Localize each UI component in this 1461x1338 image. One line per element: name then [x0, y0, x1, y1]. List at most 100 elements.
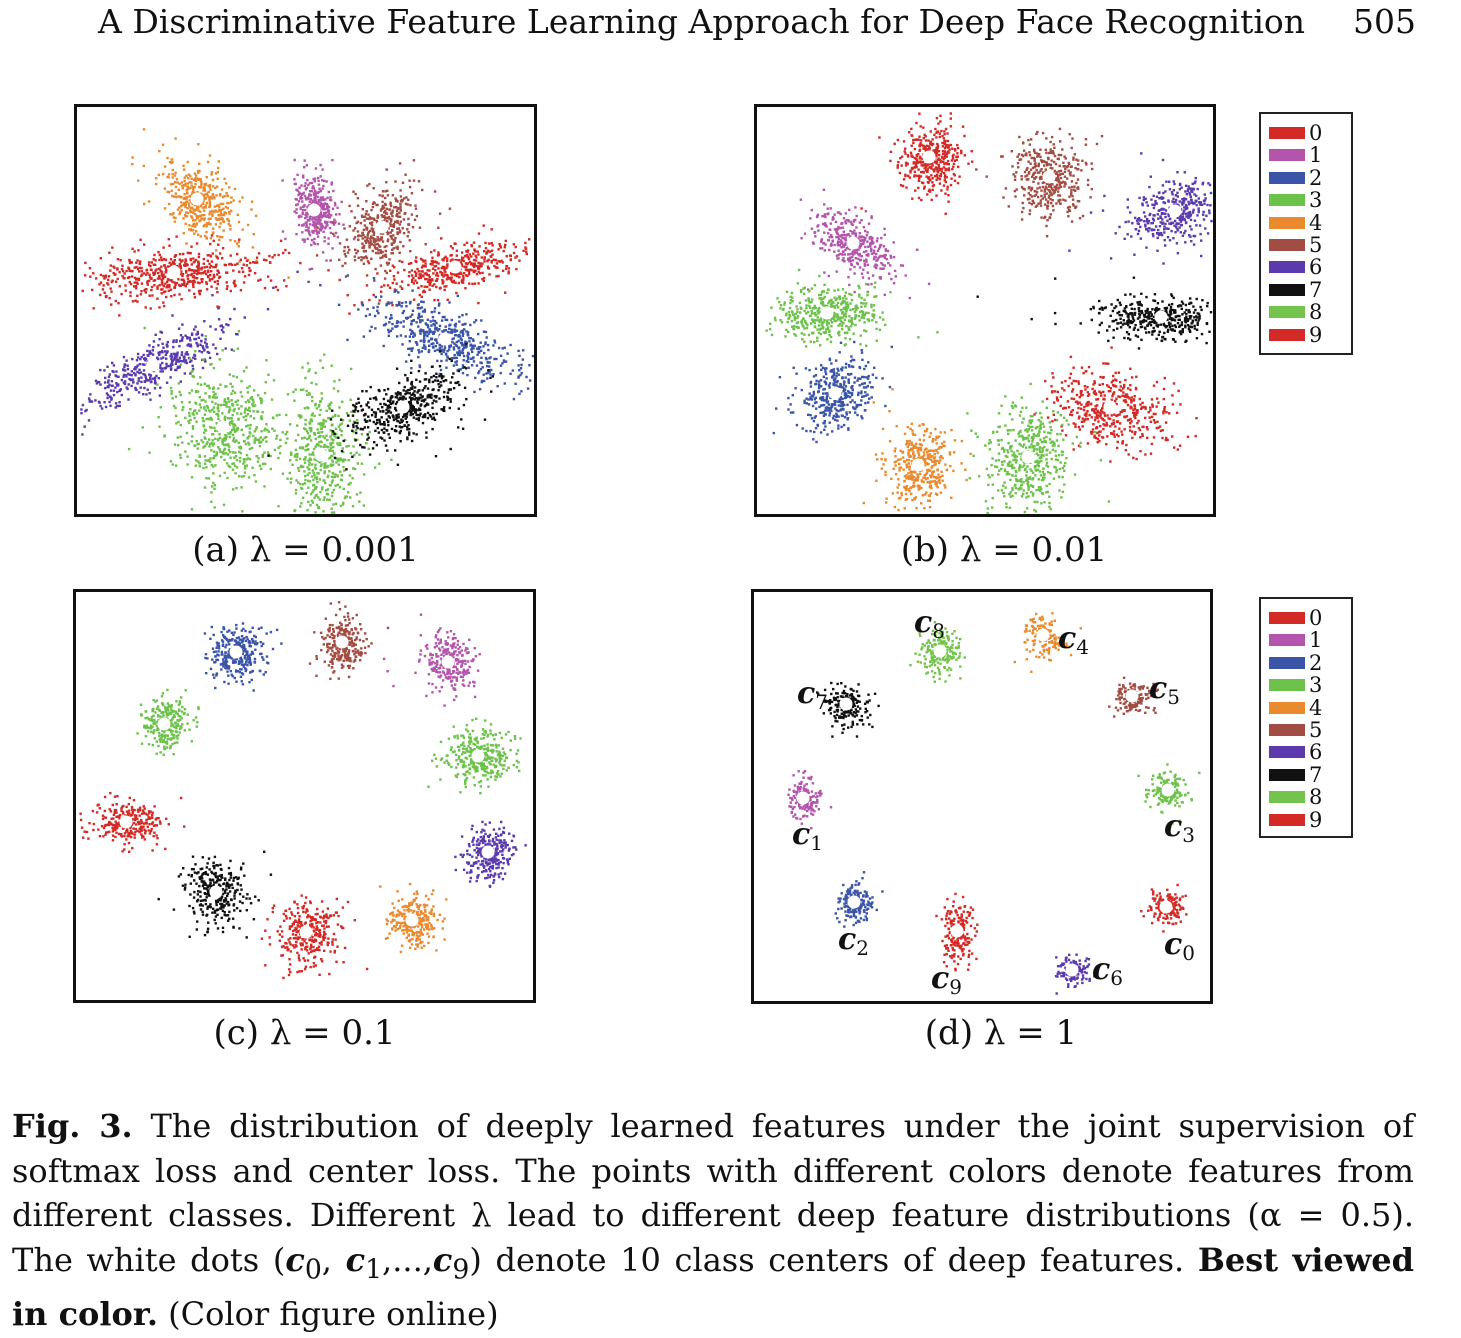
cluster-class-7 — [816, 681, 880, 738]
page-number: 505 — [1353, 2, 1416, 41]
cluster-class-3 — [427, 717, 522, 795]
cluster-class-3 — [271, 353, 393, 514]
legend-swatch — [1269, 701, 1305, 714]
center-label-c9: c9 — [931, 961, 963, 999]
panel-b-plot — [754, 104, 1216, 517]
cluster-class-6 — [1054, 953, 1096, 995]
cluster-class-0 — [79, 791, 186, 853]
class-center-dot — [229, 645, 243, 659]
class-center-dot — [847, 895, 861, 909]
center-label-c2: c2 — [838, 922, 870, 960]
cluster-class-1 — [787, 770, 833, 830]
cluster-class-2 — [834, 871, 884, 928]
class-center-dot — [1103, 400, 1117, 414]
panel-d-caption: (d) λ = 1 — [924, 1013, 1078, 1053]
cluster-class-7 — [267, 343, 494, 471]
legend-label: 3 — [1309, 673, 1323, 698]
cluster-class-3 — [765, 268, 939, 348]
class-center-dot — [1065, 963, 1079, 977]
cluster-class-3 — [136, 688, 200, 756]
class-center-dot — [441, 655, 455, 669]
class-center-dot — [1042, 170, 1056, 184]
center-label-c1: c1 — [792, 817, 824, 855]
panel-a-plot — [74, 104, 537, 517]
center-label-c3: c3 — [1164, 809, 1196, 847]
center-label-c4: c4 — [1058, 621, 1090, 659]
best-viewed-note: Best viewed in color. — [12, 1240, 1415, 1334]
legend-swatch — [1269, 261, 1305, 274]
legend-swatch — [1269, 216, 1305, 229]
class-center-dot — [933, 644, 947, 658]
legend-label: 0 — [1309, 606, 1323, 630]
cluster-class-3 — [127, 326, 328, 513]
legend-swatch — [1269, 791, 1305, 804]
cluster-class-4 — [862, 388, 972, 512]
legend-label: 2 — [1309, 650, 1323, 675]
class-center-dot — [839, 697, 853, 711]
class-center-dot — [1036, 628, 1050, 642]
class-center-dot — [146, 358, 160, 372]
running-header: A Discriminative Feature Learning Approa… — [98, 2, 1416, 46]
legend-swatch — [1269, 306, 1305, 319]
legend-swatch — [1269, 656, 1305, 669]
cluster-class-0 — [338, 224, 531, 315]
class-center-dot — [796, 791, 810, 805]
panel-b-scatter — [765, 112, 1213, 514]
legend-swatch — [1269, 746, 1305, 759]
class-center-dot — [922, 150, 936, 164]
cluster-class-6 — [454, 820, 527, 888]
class-center-dot — [299, 925, 313, 939]
panel-d-scatter — [787, 612, 1201, 995]
center-label-c0: c0 — [1164, 927, 1196, 965]
legend-swatch — [1269, 328, 1305, 341]
class-center-dot — [1154, 310, 1168, 324]
legend-label: 0 — [1309, 121, 1323, 145]
legend-swatch — [1269, 724, 1305, 736]
class-center-dot — [216, 420, 230, 434]
panel-c-plot — [73, 589, 536, 1003]
legend-swatch — [1269, 239, 1305, 251]
panel-c-scatter — [79, 601, 527, 980]
class-center-dot — [1161, 783, 1175, 797]
class-center-dot — [911, 458, 925, 472]
legend-label: 7 — [1309, 762, 1323, 787]
class-center-dot — [471, 749, 485, 763]
panel-a-scatter — [80, 128, 534, 514]
center-label-c5: c5 — [1149, 671, 1181, 709]
figure-label: Fig. 3. — [12, 1107, 133, 1145]
legend-label: 9 — [1309, 322, 1323, 347]
legend-swatch — [1269, 283, 1305, 296]
cluster-class-9 — [935, 892, 979, 972]
cluster-class-0 — [1033, 346, 1198, 463]
legend-label: 4 — [1309, 695, 1323, 720]
cluster-class-1 — [281, 158, 368, 271]
class-center-dot — [448, 260, 462, 274]
class-center-dot — [438, 332, 452, 346]
cluster-class-6 — [80, 270, 322, 436]
legend-label: 5 — [1309, 233, 1323, 257]
class-center-dot — [167, 265, 181, 279]
cluster-class-2 — [772, 340, 893, 444]
legend-label: 4 — [1309, 210, 1323, 235]
class-center-dot — [396, 400, 410, 414]
legend-swatch — [1269, 813, 1305, 826]
panel-c-caption: (c) λ = 0.1 — [213, 1013, 396, 1053]
class-center-dot — [1021, 450, 1035, 464]
class-center-dot — [307, 203, 321, 217]
legend-swatch — [1269, 768, 1305, 781]
class-center-dot — [820, 306, 834, 320]
legend-label: 1 — [1309, 628, 1323, 653]
cluster-class-8 — [909, 621, 966, 683]
cluster-class-0 — [1140, 883, 1188, 933]
cluster-class-4 — [131, 128, 290, 279]
cluster-class-6 — [1068, 152, 1213, 265]
class-center-dot — [119, 815, 133, 829]
legend-swatch — [1269, 149, 1305, 162]
legend-label: 7 — [1309, 277, 1323, 302]
cluster-class-7 — [157, 850, 273, 939]
center-label-c6: c6 — [1092, 952, 1124, 990]
class-center-dot — [314, 448, 328, 462]
panel-a-caption: (a) λ = 0.001 — [192, 530, 419, 570]
legend-swatch — [1269, 679, 1305, 692]
